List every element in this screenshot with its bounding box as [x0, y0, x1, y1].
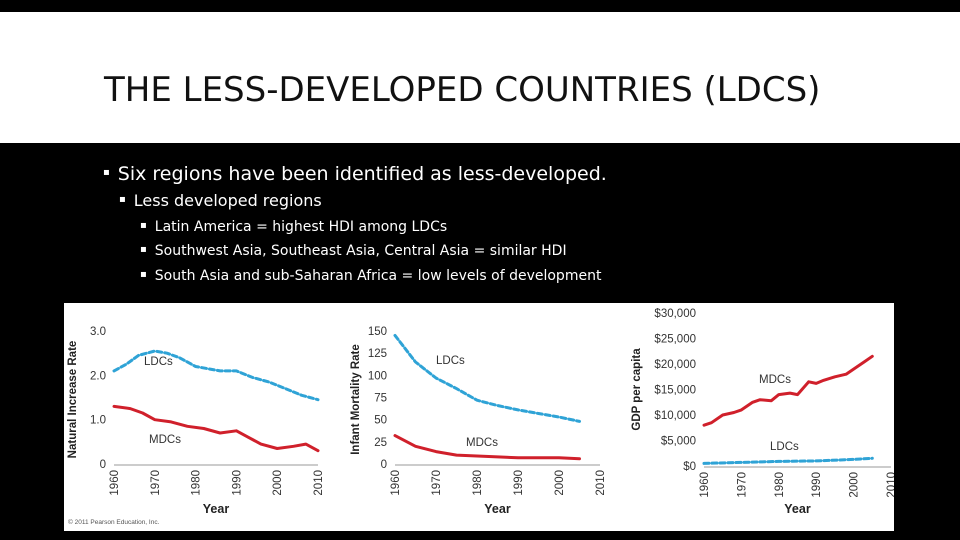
x-tick-label: 1960: [109, 470, 121, 496]
y-tick-label: $5,000: [661, 436, 696, 448]
bullet-text: Six regions have been identified as less…: [117, 163, 607, 185]
y-tick-label: 150: [368, 326, 387, 338]
y-tick-label: 75: [374, 393, 387, 405]
series-label: LDCs: [770, 441, 799, 453]
charts-svg: 0 1.0 2.0 3.0 1960 1970 1980 1990 2000 2010 Year Na…: [67, 308, 898, 526]
x-tick-label: 1980: [774, 472, 786, 498]
series-label: LDCs: [144, 356, 173, 368]
series-label: MDCs: [466, 437, 498, 449]
x-tick-label: 2000: [554, 470, 566, 496]
y-tick-label: $15,000: [654, 385, 696, 397]
x-tick-label: 2000: [272, 470, 284, 496]
y-tick-label: $30,000: [654, 308, 696, 320]
y-tick-label: $20,000: [654, 359, 696, 371]
y-tick-label: 125: [368, 348, 387, 360]
x-tick-label: 2010: [886, 472, 894, 498]
title-banner: THE LESS-DEVELOPED COUNTRIES (LDCS): [0, 12, 960, 143]
y-axis-title: GDP per capita: [631, 348, 643, 431]
development-charts-figure: 0 1.0 2.0 3.0 1960 1970 1980 1990 2000 2010 Year Na…: [64, 303, 898, 531]
x-tick-label: 1980: [191, 470, 203, 496]
bullet-text: Less developed regions: [133, 191, 322, 210]
bullet-text: South Asia and sub-Saharan Africa = low …: [154, 268, 602, 284]
bullet-icon: ▪: [103, 167, 110, 178]
y-axis-title: Infant Mortality Rate: [350, 344, 362, 455]
x-tick-label: 2010: [313, 470, 325, 496]
x-tick-label: 1960: [699, 472, 711, 498]
x-tick-label: 1960: [390, 470, 402, 496]
bullet-level-3: ▪ Latin America = highest HDI among LDCs: [140, 219, 447, 235]
x-tick-label: 1970: [150, 470, 162, 496]
series-label: MDCs: [149, 434, 181, 446]
x-axis-title: Year: [484, 502, 511, 516]
y-tick-label: $25,000: [654, 334, 696, 346]
x-tick-label: 1990: [513, 470, 525, 496]
x-tick-label: 2010: [595, 470, 607, 496]
bullet-level-1: ▪ Six regions have been identified as les…: [103, 163, 607, 185]
y-axis-title: Natural Increase Rate: [67, 341, 79, 459]
x-tick-label: 1990: [811, 472, 823, 498]
y-tick-label: $0: [683, 461, 696, 473]
series-label: MDCs: [759, 374, 791, 386]
y-tick-label: 25: [374, 437, 387, 449]
slide-title: THE LESS-DEVELOPED COUNTRIES (LDCS): [104, 70, 821, 110]
x-tick-label: 1980: [472, 470, 484, 496]
bullet-icon: ▪: [140, 268, 147, 280]
ldc-series-line: [702, 456, 874, 465]
y-tick-label: 0: [381, 459, 387, 471]
x-axis-title: Year: [203, 502, 230, 516]
mdc-series-line: [702, 354, 874, 427]
x-tick-label: 1970: [431, 470, 443, 496]
bullet-level-3: ▪ Southwest Asia, Southeast Asia, Central…: [140, 243, 567, 259]
ldc-series-line: [393, 333, 581, 423]
mdc-series-line: [393, 434, 581, 461]
copyright-text: © 2011 Pearson Education, Inc.: [68, 518, 160, 526]
bullet-level-3: ▪ South Asia and sub-Saharan Africa = low…: [140, 268, 601, 284]
bullet-icon: ▪: [140, 219, 147, 231]
mdc-series-line: [112, 404, 320, 453]
x-tick-label: 1990: [231, 470, 243, 496]
ldc-series-line: [112, 349, 320, 402]
y-tick-label: 100: [368, 370, 387, 382]
y-tick-label: 2.0: [90, 370, 106, 382]
y-tick-label: $10,000: [654, 410, 696, 422]
x-tick-label: 2000: [849, 472, 861, 498]
bullet-text: Latin America = highest HDI among LDCs: [154, 219, 448, 235]
bullet-level-2: ▪ Less developed regions: [119, 191, 322, 210]
y-tick-label: 3.0: [90, 326, 106, 338]
y-tick-label: 1.0: [90, 415, 106, 427]
x-axis-title: Year: [784, 502, 811, 516]
bullet-text: Southwest Asia, Southeast Asia, Central …: [154, 243, 567, 259]
x-tick-label: 1970: [736, 472, 748, 498]
bullet-icon: ▪: [140, 243, 147, 255]
y-tick-label: 50: [374, 415, 387, 427]
bullet-icon: ▪: [119, 194, 126, 205]
series-label: LDCs: [436, 355, 465, 367]
y-tick-label: 0: [100, 459, 106, 471]
